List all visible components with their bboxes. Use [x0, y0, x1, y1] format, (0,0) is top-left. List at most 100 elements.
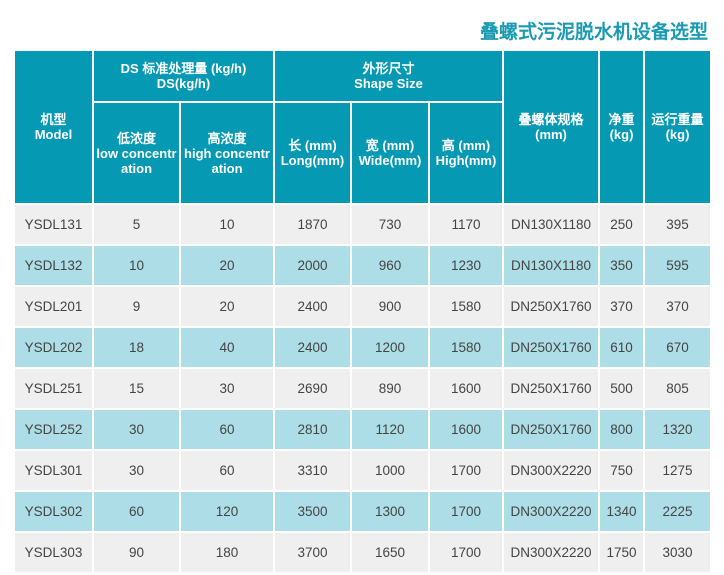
cell-net-weight: 750 — [600, 451, 643, 490]
header-long: 长 (mm) Long(mm) — [275, 103, 350, 203]
cell-spec: DN250X1760 — [504, 369, 598, 408]
cell-spec: DN300X2220 — [504, 533, 598, 572]
cell-net-weight: 350 — [600, 246, 643, 285]
cell-net-weight: 1340 — [600, 492, 643, 531]
cell-high: 180 — [181, 533, 273, 572]
cell-model: YSDL132 — [15, 246, 92, 285]
cell-run-weight: 670 — [645, 328, 710, 367]
cell-net-weight: 610 — [600, 328, 643, 367]
cell-model: YSDL131 — [15, 205, 92, 244]
cell-low: 30 — [94, 410, 179, 449]
cell-run-weight: 370 — [645, 287, 710, 326]
cell-spec: DN130X1180 — [504, 205, 598, 244]
cell-model: YSDL302 — [15, 492, 92, 531]
cell-model: YSDL202 — [15, 328, 92, 367]
cell-spec: DN130X1180 — [504, 246, 598, 285]
cell-run-weight: 2225 — [645, 492, 710, 531]
cell-low: 10 — [94, 246, 179, 285]
cell-high: 20 — [181, 287, 273, 326]
cell-model: YSDL251 — [15, 369, 92, 408]
cell-net-weight: 800 — [600, 410, 643, 449]
cell-run-weight: 3030 — [645, 533, 710, 572]
cell-low: 15 — [94, 369, 179, 408]
cell-wide: 960 — [352, 246, 428, 285]
cell-high: 30 — [181, 369, 273, 408]
cell-low: 30 — [94, 451, 179, 490]
cell-height: 1580 — [430, 328, 502, 367]
cell-net-weight: 1750 — [600, 533, 643, 572]
cell-spec: DN300X2220 — [504, 451, 598, 490]
cell-height: 1700 — [430, 451, 502, 490]
cell-long: 2000 — [275, 246, 350, 285]
cell-height: 1700 — [430, 533, 502, 572]
header-wide: 宽 (mm) Wide(mm) — [352, 103, 428, 203]
cell-high: 10 — [181, 205, 273, 244]
cell-height: 1700 — [430, 492, 502, 531]
cell-low: 5 — [94, 205, 179, 244]
page-title: 叠螺式污泥脱水机设备选型 — [479, 22, 708, 43]
table-row: YSDL131 5 10 1870 730 1170 DN130X1180 250 395 — [15, 205, 710, 244]
cell-wide: 730 — [352, 205, 428, 244]
cell-low: 9 — [94, 287, 179, 326]
cell-model: YSDL303 — [15, 533, 92, 572]
cell-wide: 890 — [352, 369, 428, 408]
cell-spec: DN250X1760 — [504, 328, 598, 367]
header-shape: 外形尺寸 Shape Size — [275, 51, 502, 101]
cell-low: 60 — [94, 492, 179, 531]
cell-high: 40 — [181, 328, 273, 367]
cell-run-weight: 595 — [645, 246, 710, 285]
header-ds: DS 标准处理量 (kg/h) DS(kg/h) — [94, 51, 273, 101]
cell-height: 1170 — [430, 205, 502, 244]
table-row: YSDL302 60 120 3500 1300 1700 DN300X2220 1340 22… — [15, 492, 710, 531]
table-row: YSDL132 10 20 2000 960 1230 DN130X1180 350 595 — [15, 246, 710, 285]
cell-model: YSDL201 — [15, 287, 92, 326]
cell-spec: DN300X2220 — [504, 492, 598, 531]
cell-wide: 1650 — [352, 533, 428, 572]
cell-run-weight: 1320 — [645, 410, 710, 449]
cell-high: 120 — [181, 492, 273, 531]
cell-height: 1580 — [430, 287, 502, 326]
cell-long: 2400 — [275, 328, 350, 367]
header-model: 机型 Model — [15, 51, 92, 203]
cell-high: 60 — [181, 410, 273, 449]
cell-low: 18 — [94, 328, 179, 367]
table-row: YSDL201 9 20 2400 900 1580 DN250X1760 370 370 — [15, 287, 710, 326]
header-height: 高 (mm) High(mm) — [430, 103, 502, 203]
header-spec: 叠螺体规格 (mm) — [504, 51, 598, 203]
cell-run-weight: 1275 — [645, 451, 710, 490]
cell-high: 20 — [181, 246, 273, 285]
header-low: 低浓度 low concentration — [94, 103, 179, 203]
cell-net-weight: 500 — [600, 369, 643, 408]
cell-height: 1600 — [430, 369, 502, 408]
selection-table: 机型 Model DS 标准处理量 (kg/h) DS(kg/h) 外形尺寸 Shap… — [13, 49, 712, 574]
header-net-weight: 净重 (kg) — [600, 51, 643, 203]
cell-long: 2810 — [275, 410, 350, 449]
cell-wide: 900 — [352, 287, 428, 326]
cell-low: 90 — [94, 533, 179, 572]
table-row: YSDL303 90 180 3700 1650 1700 DN300X2220 1750 30… — [15, 533, 710, 572]
header-run-weight: 运行重量 (kg) — [645, 51, 710, 203]
table-row: YSDL202 18 40 2400 1200 1580 DN250X1760 610 670 — [15, 328, 710, 367]
cell-model: YSDL301 — [15, 451, 92, 490]
cell-wide: 1200 — [352, 328, 428, 367]
cell-run-weight: 395 — [645, 205, 710, 244]
cell-wide: 1120 — [352, 410, 428, 449]
cell-long: 3700 — [275, 533, 350, 572]
cell-height: 1600 — [430, 410, 502, 449]
cell-net-weight: 370 — [600, 287, 643, 326]
cell-high: 60 — [181, 451, 273, 490]
table-row: YSDL301 30 60 3310 1000 1700 DN300X2220 750 1275 — [15, 451, 710, 490]
cell-run-weight: 805 — [645, 369, 710, 408]
cell-height: 1230 — [430, 246, 502, 285]
cell-long: 1870 — [275, 205, 350, 244]
cell-wide: 1300 — [352, 492, 428, 531]
header-high: 高浓度 high concentration — [181, 103, 273, 203]
cell-model: YSDL252 — [15, 410, 92, 449]
cell-wide: 1000 — [352, 451, 428, 490]
cell-long: 3310 — [275, 451, 350, 490]
cell-long: 2400 — [275, 287, 350, 326]
cell-spec: DN250X1760 — [504, 410, 598, 449]
cell-long: 2690 — [275, 369, 350, 408]
table-row: YSDL252 30 60 2810 1120 1600 DN250X1760 800 1320 — [15, 410, 710, 449]
table-row: YSDL251 15 30 2690 890 1600 DN250X1760 500 805 — [15, 369, 710, 408]
